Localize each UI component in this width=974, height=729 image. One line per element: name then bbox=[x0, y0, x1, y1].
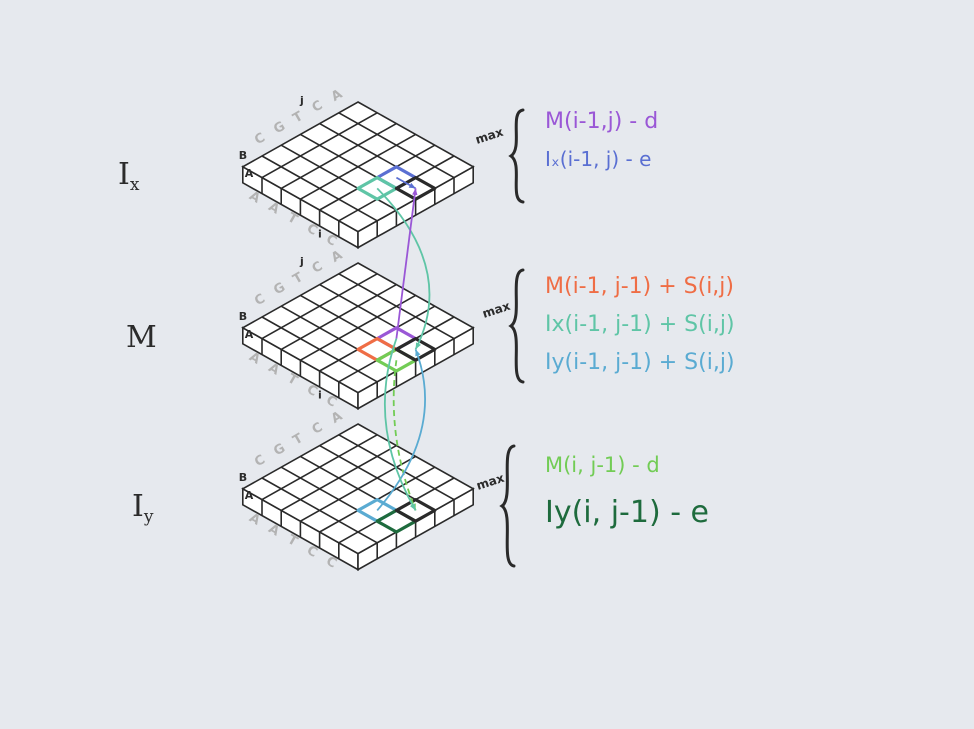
seq-top-letter: C bbox=[252, 130, 268, 148]
arrow-m-to-ix bbox=[395, 188, 417, 339]
seq-top-letter: C bbox=[310, 259, 326, 277]
seq-top-letter: G bbox=[271, 280, 288, 298]
max-label: max bbox=[474, 125, 506, 147]
j-mark: j bbox=[299, 94, 304, 107]
seq-side-letter: T bbox=[285, 532, 300, 549]
arrow-iy-to-m bbox=[376, 349, 426, 511]
max-brace bbox=[508, 268, 525, 384]
recurrence-term: Iₓ(i-1, j) - e bbox=[545, 147, 651, 171]
seq-side-letter: A bbox=[266, 360, 282, 378]
grid-line bbox=[261, 155, 378, 222]
row-mark-a: A bbox=[245, 167, 254, 180]
arrowhead bbox=[412, 188, 418, 196]
seq-side-letter: C bbox=[323, 393, 339, 411]
row-mark-a: A bbox=[245, 328, 254, 341]
arrowhead bbox=[415, 342, 421, 350]
row-mark-a: A bbox=[245, 489, 254, 502]
j-mark: j bbox=[299, 255, 304, 268]
seq-side-letter: T bbox=[285, 210, 300, 227]
seq-side-letter: A bbox=[246, 511, 262, 529]
i-mark: i bbox=[318, 389, 322, 402]
arrowhead bbox=[415, 349, 421, 357]
seq-top-letter: G bbox=[271, 119, 288, 137]
layer-label: Iy bbox=[132, 489, 154, 527]
recurrence-term: Ix(i-1, j-1) + S(i,j) bbox=[545, 312, 735, 337]
arrowhead bbox=[408, 182, 416, 189]
recurrence-term: M(i-1, j-1) + S(i,j) bbox=[545, 274, 734, 299]
ix-diag-cell bbox=[356, 176, 398, 201]
seq-side-letter: A bbox=[246, 189, 262, 207]
layer-label: M bbox=[126, 320, 157, 355]
layer-label: Ix bbox=[118, 157, 140, 195]
max-label: max bbox=[481, 299, 513, 321]
seq-top-letter: C bbox=[252, 452, 268, 470]
seq-top-letter: G bbox=[271, 441, 288, 459]
seq-side-letter: C bbox=[323, 232, 339, 250]
iy-current-cell bbox=[394, 498, 437, 523]
row-mark-b: B bbox=[239, 471, 247, 484]
seq-top-letter: C bbox=[252, 291, 268, 309]
grid-line bbox=[261, 477, 378, 544]
seq-side-letter: A bbox=[266, 199, 282, 217]
recurrence-term: Iy(i, j-1) - e bbox=[545, 495, 709, 530]
ix-current-cell bbox=[394, 176, 437, 201]
seq-side-letter: C bbox=[323, 554, 339, 572]
recurrence-term: Iy(i-1, j-1) + S(i,j) bbox=[545, 350, 735, 375]
seq-top-letter: T bbox=[291, 270, 306, 287]
seq-top-letter: A bbox=[329, 409, 345, 427]
seq-top-letter: A bbox=[329, 248, 345, 266]
max-brace bbox=[508, 108, 525, 204]
m-current-cell bbox=[394, 337, 437, 362]
seq-side-letter: A bbox=[246, 350, 262, 368]
seq-side-letter: C bbox=[304, 543, 320, 561]
arrowhead bbox=[410, 503, 416, 511]
seq-top-letter: C bbox=[310, 420, 326, 438]
arrow-m-to-iy-curve bbox=[383, 338, 417, 511]
seq-top-letter: T bbox=[291, 431, 306, 448]
recurrence-term: M(i-1,j) - d bbox=[545, 109, 658, 134]
i-mark: i bbox=[318, 228, 322, 241]
seq-side-letter: A bbox=[266, 521, 282, 539]
recurrence-term: M(i, j-1) - d bbox=[545, 453, 660, 477]
row-mark-b: B bbox=[239, 310, 247, 323]
arrow-m-to-iy bbox=[392, 360, 417, 511]
seq-side-letter: T bbox=[285, 371, 300, 388]
seq-top-letter: A bbox=[329, 87, 345, 105]
max-brace bbox=[499, 444, 516, 568]
row-mark-b: B bbox=[239, 149, 247, 162]
max-label: max bbox=[475, 471, 507, 493]
seq-top-letter: C bbox=[310, 98, 326, 116]
arrow-ix-to-m bbox=[376, 187, 431, 350]
grid-line bbox=[261, 316, 378, 383]
seq-top-letter: T bbox=[291, 109, 306, 126]
